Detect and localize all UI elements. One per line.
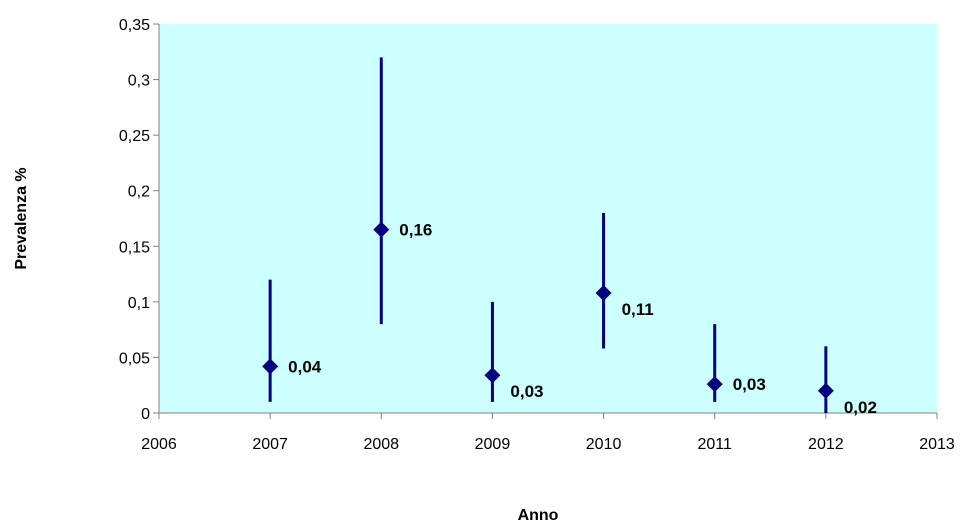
y-tick-label: 0,25 [119, 128, 150, 145]
data-series: 0,04 0,16 0,03 0,11 0,03 0,02 [262, 57, 877, 417]
plot-area [159, 24, 937, 413]
x-tick-label: 2009 [475, 436, 511, 453]
data-label: 0,11 [622, 300, 654, 319]
data-point [262, 358, 279, 375]
y-tick-label: 0,1 [128, 295, 150, 312]
data-point [373, 221, 390, 238]
y-tick-label: 0,05 [119, 350, 150, 367]
data-label: 0,03 [733, 375, 766, 394]
x-tick-label: 2012 [808, 436, 844, 453]
data-point [817, 382, 834, 399]
x-tick-label: 2006 [141, 436, 177, 453]
x-tick-label: 2010 [586, 436, 622, 453]
data-label: 0,04 [288, 357, 322, 376]
y-axis-title: Prevalenza % [13, 167, 30, 269]
x-tick-label: 2011 [698, 436, 733, 453]
data-label: 0,16 [399, 221, 432, 240]
data-point [484, 367, 501, 384]
data-point [706, 376, 723, 393]
x-tick-label: 2008 [363, 436, 399, 453]
x-tick-label: 2013 [919, 436, 955, 453]
data-label: 0,02 [844, 398, 877, 417]
y-tick-label: 0,35 [119, 17, 150, 34]
y-tick-label: 0 [141, 406, 150, 423]
x-axis-title: Anno [518, 507, 559, 524]
x-axis: 2006 2007 2008 2009 2010 2011 2012 2013 [141, 412, 955, 453]
y-tick-label: 0,3 [128, 73, 150, 90]
y-tick-label: 0,2 [128, 184, 150, 201]
y-axis: 0 0,05 0,1 0,15 0,2 0,25 0,3 0,35 [119, 17, 160, 423]
x-tick-label: 2007 [252, 436, 288, 453]
data-label: 0,03 [510, 382, 543, 401]
data-point [595, 284, 612, 301]
y-tick-label: 0,15 [119, 239, 150, 256]
